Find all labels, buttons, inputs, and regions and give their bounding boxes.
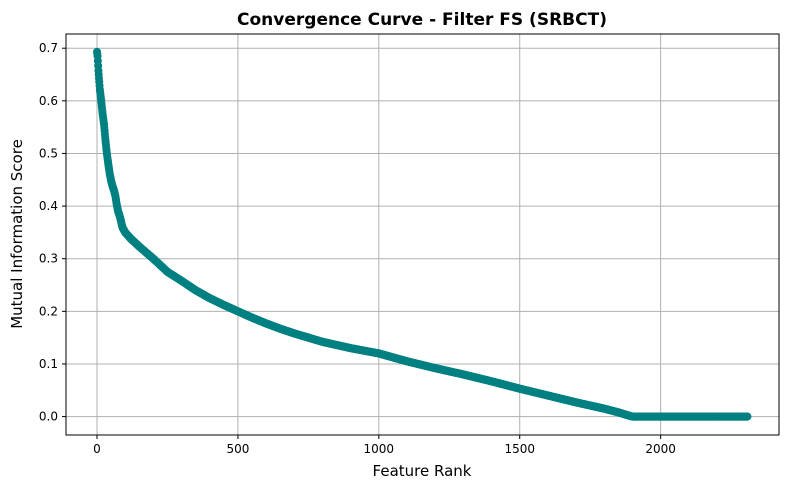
axis-ticks: 0 500 1000 1500 2000 0.0 0.1 0.2 0.3 0.4 0.5 0.6 0.7: [39, 41, 676, 456]
y-tick-label: 0.1: [39, 357, 58, 371]
x-tick-label: 1000: [364, 442, 395, 456]
x-tick-label: 2000: [645, 442, 676, 456]
y-tick-label: 0.7: [39, 41, 58, 55]
y-tick-label: 0.6: [39, 94, 58, 108]
x-axis-label: Feature Rank: [373, 462, 472, 480]
grid-lines: [66, 34, 779, 435]
x-tick-label: 500: [226, 442, 249, 456]
plot-frame: [65, 33, 780, 436]
y-tick-label: 0.2: [39, 304, 58, 318]
data-series: [93, 47, 752, 421]
y-tick-label: 0.5: [39, 146, 58, 160]
y-tick-label: 0.0: [39, 410, 58, 424]
y-tick-label: 0.3: [39, 252, 58, 266]
data-point: [743, 412, 752, 421]
chart-title: Convergence Curve - Filter FS (SRBCT): [237, 10, 607, 30]
y-tick-label: 0.4: [39, 199, 58, 213]
y-axis-label: Mutual Information Score: [8, 139, 26, 329]
x-tick-label: 0: [93, 442, 101, 456]
x-tick-label: 1500: [504, 442, 535, 456]
